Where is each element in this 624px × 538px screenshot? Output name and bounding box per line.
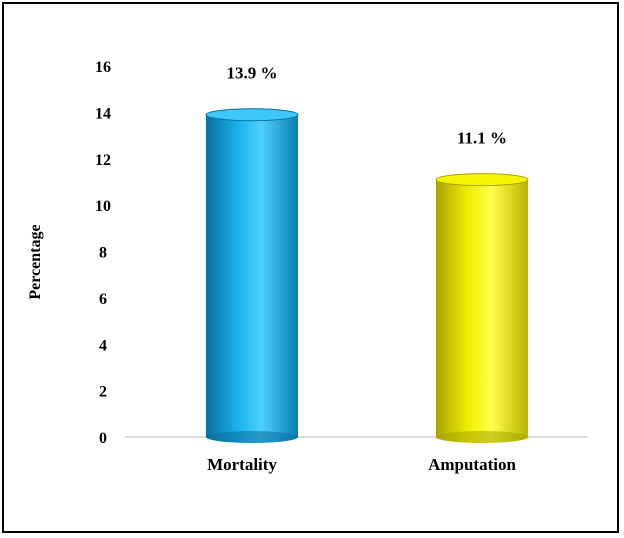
data-label: 13.9 % (227, 64, 278, 83)
data-label-group: 13.9 % 11.1 % (227, 64, 508, 148)
bar-top (435, 173, 529, 187)
bar-base (206, 431, 298, 443)
x-tick-label: Mortality (207, 455, 277, 474)
y-tick-group: 0 2 4 6 8 10 12 14 16 (95, 59, 111, 447)
bar-base (436, 431, 528, 443)
bar-body (206, 114, 298, 443)
bar-body (436, 179, 528, 443)
y-tick-label: 8 (99, 245, 107, 262)
bar-mortality (205, 108, 299, 443)
bar-group (205, 108, 529, 443)
x-tick-group: Mortality Amputation (207, 455, 516, 474)
y-tick-label: 10 (95, 198, 111, 215)
y-tick-label: 14 (95, 105, 111, 122)
x-tick-label: Amputation (428, 455, 516, 474)
bar-amputation (435, 173, 529, 443)
y-axis-label: Percentage (27, 224, 44, 299)
y-tick-label: 12 (95, 152, 111, 169)
y-tick-label: 4 (99, 337, 107, 354)
bar-top (205, 108, 299, 122)
y-tick-label: 2 (99, 384, 107, 401)
y-tick-label: 16 (95, 59, 111, 76)
y-tick-label: 0 (99, 430, 107, 447)
y-tick-label: 6 (99, 291, 107, 308)
data-label: 11.1 % (457, 129, 507, 148)
